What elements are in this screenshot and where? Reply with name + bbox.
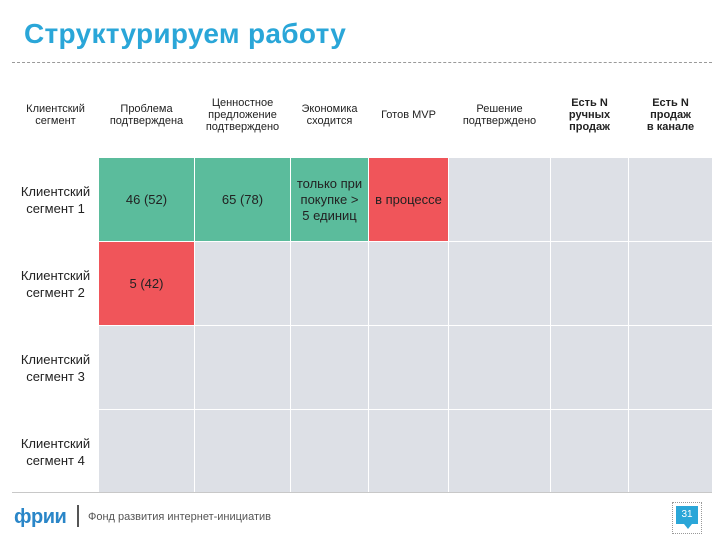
- table-row: Клиентский сегмент 4: [12, 409, 713, 494]
- foundation-name: Фонд развития интернет-инициатив: [88, 511, 271, 523]
- row-header-segment-2: Клиентский сегмент 2: [12, 241, 99, 326]
- footer-divider: [12, 492, 712, 493]
- cell-mvp: [368, 325, 449, 410]
- col-header-solution: Решение подтверждено: [448, 72, 551, 158]
- page-badge-frame: [672, 502, 702, 534]
- table-row: Клиентский сегмент 1 46 (52) 65 (78) тол…: [12, 157, 713, 242]
- cell-economics: [290, 409, 369, 494]
- cell-economics: [290, 241, 369, 326]
- progress-table: Клиентский сегмент Проблема подтверждена…: [12, 72, 713, 494]
- cell-problem: [98, 325, 195, 410]
- slide-title: Структурируем работу: [24, 18, 347, 49]
- col-header-manual-sales: Есть N ручных продаж: [550, 72, 629, 158]
- frii-logo: фрии: [14, 506, 67, 528]
- cell-manual-sales: [550, 157, 629, 242]
- row-header-segment-4: Клиентский сегмент 4: [12, 409, 99, 494]
- cell-mvp: [368, 241, 449, 326]
- cell-manual-sales: [550, 325, 629, 410]
- cell-solution: [448, 325, 551, 410]
- cell-manual-sales: [550, 241, 629, 326]
- row-header-segment-1: Клиентский сегмент 1: [12, 157, 99, 242]
- col-header-value-prop: Ценностное предложение подтверждено: [194, 72, 291, 158]
- cell-manual-sales: [550, 409, 629, 494]
- cell-economics: только при покупке > 5 единиц: [290, 157, 369, 242]
- cell-problem: 46 (52): [98, 157, 195, 242]
- cell-solution: [448, 241, 551, 326]
- cell-channel-sales: [628, 241, 713, 326]
- cell-problem: [98, 409, 195, 494]
- col-header-channel-sales: Есть N продаж в канале: [628, 72, 713, 158]
- cell-solution: [448, 409, 551, 494]
- table-row: Клиентский сегмент 3: [12, 325, 713, 410]
- header-row: Клиентский сегмент Проблема подтверждена…: [12, 72, 713, 158]
- cell-value-prop: 65 (78): [194, 157, 291, 242]
- cell-channel-sales: [628, 157, 713, 242]
- title-divider: [12, 62, 712, 63]
- page-number-badge: 31: [676, 506, 698, 524]
- page-badge-pointer: [684, 524, 692, 529]
- col-header-economics: Экономика сходится: [290, 72, 369, 158]
- row-header-segment-3: Клиентский сегмент 3: [12, 325, 99, 410]
- cell-mvp: в процессе: [368, 157, 449, 242]
- cell-problem: 5 (42): [98, 241, 195, 326]
- cell-value-prop: [194, 325, 291, 410]
- cell-economics: [290, 325, 369, 410]
- logo-separator: [77, 505, 79, 527]
- cell-channel-sales: [628, 409, 713, 494]
- cell-value-prop: [194, 241, 291, 326]
- cell-solution: [448, 157, 551, 242]
- table-row: Клиентский сегмент 2 5 (42): [12, 241, 713, 326]
- col-header-problem: Проблема подтверждена: [98, 72, 195, 158]
- col-header-mvp: Готов MVP: [368, 72, 449, 158]
- cell-mvp: [368, 409, 449, 494]
- cell-channel-sales: [628, 325, 713, 410]
- cell-value-prop: [194, 409, 291, 494]
- col-header-segment: Клиентский сегмент: [12, 72, 99, 158]
